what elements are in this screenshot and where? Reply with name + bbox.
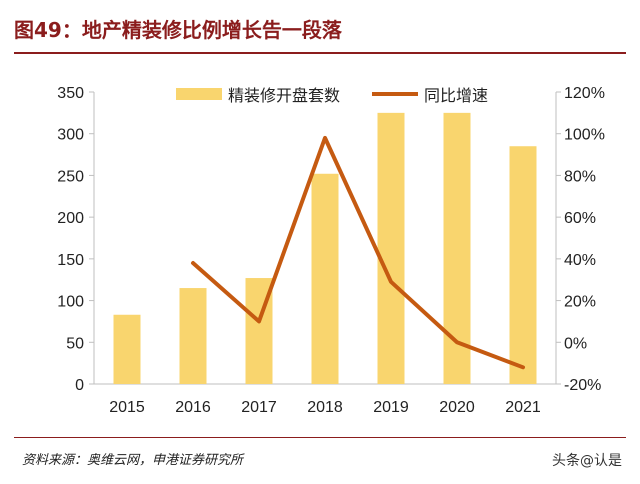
bar-2020 xyxy=(443,112,471,384)
watermark: 头条@认是 xyxy=(552,453,622,469)
title-divider xyxy=(14,52,626,54)
bar-2015 xyxy=(113,314,141,384)
y-right-tick-label: -20% xyxy=(564,377,601,394)
x-tick-label: 2020 xyxy=(439,399,475,416)
line-series-yoy xyxy=(191,135,525,370)
chart-title: 图49：地产精装修比例增长告一段落 xyxy=(14,18,342,42)
y-right-tick-label: 60% xyxy=(564,210,596,227)
x-tick-label: 2017 xyxy=(241,399,277,416)
bar-2018 xyxy=(311,173,339,384)
y-left-tick-label: 350 xyxy=(57,85,84,102)
y-right-tick-label: 20% xyxy=(564,294,596,311)
y-right-tick-label: 120% xyxy=(564,85,605,102)
y-right-tick-label: 80% xyxy=(564,168,596,185)
bar-2019 xyxy=(377,112,405,384)
y-left-tick-label: 300 xyxy=(57,127,84,144)
x-tick-label: 2015 xyxy=(109,399,145,416)
source-note: 资料来源：奥维云网，申港证券研究所 xyxy=(22,453,244,468)
y-right-tick-label: 100% xyxy=(564,127,605,144)
x-tick-label: 2018 xyxy=(307,399,343,416)
y-left-tick-label: 150 xyxy=(57,252,84,269)
source-divider xyxy=(14,437,626,438)
y-right-tick-label: 40% xyxy=(564,252,596,269)
x-tick-label: 2019 xyxy=(373,399,409,416)
legend-label-line: 同比增速 xyxy=(424,87,488,105)
bar-2021 xyxy=(509,146,537,384)
y-left-tick-label: 50 xyxy=(66,335,84,352)
legend-swatch-bar xyxy=(176,88,222,100)
y-left-tick-label: 250 xyxy=(57,168,84,185)
legend-label-bar: 精装修开盘套数 xyxy=(228,86,340,105)
y-left-tick-label: 200 xyxy=(57,210,84,227)
x-tick-label: 2016 xyxy=(175,399,211,416)
y-left-tick-label: 0 xyxy=(75,377,84,394)
x-tick-label: 2021 xyxy=(505,399,541,416)
y-left-tick-label: 100 xyxy=(57,294,84,311)
y-right-tick-label: 0% xyxy=(564,335,587,352)
bar-2016 xyxy=(179,288,207,384)
